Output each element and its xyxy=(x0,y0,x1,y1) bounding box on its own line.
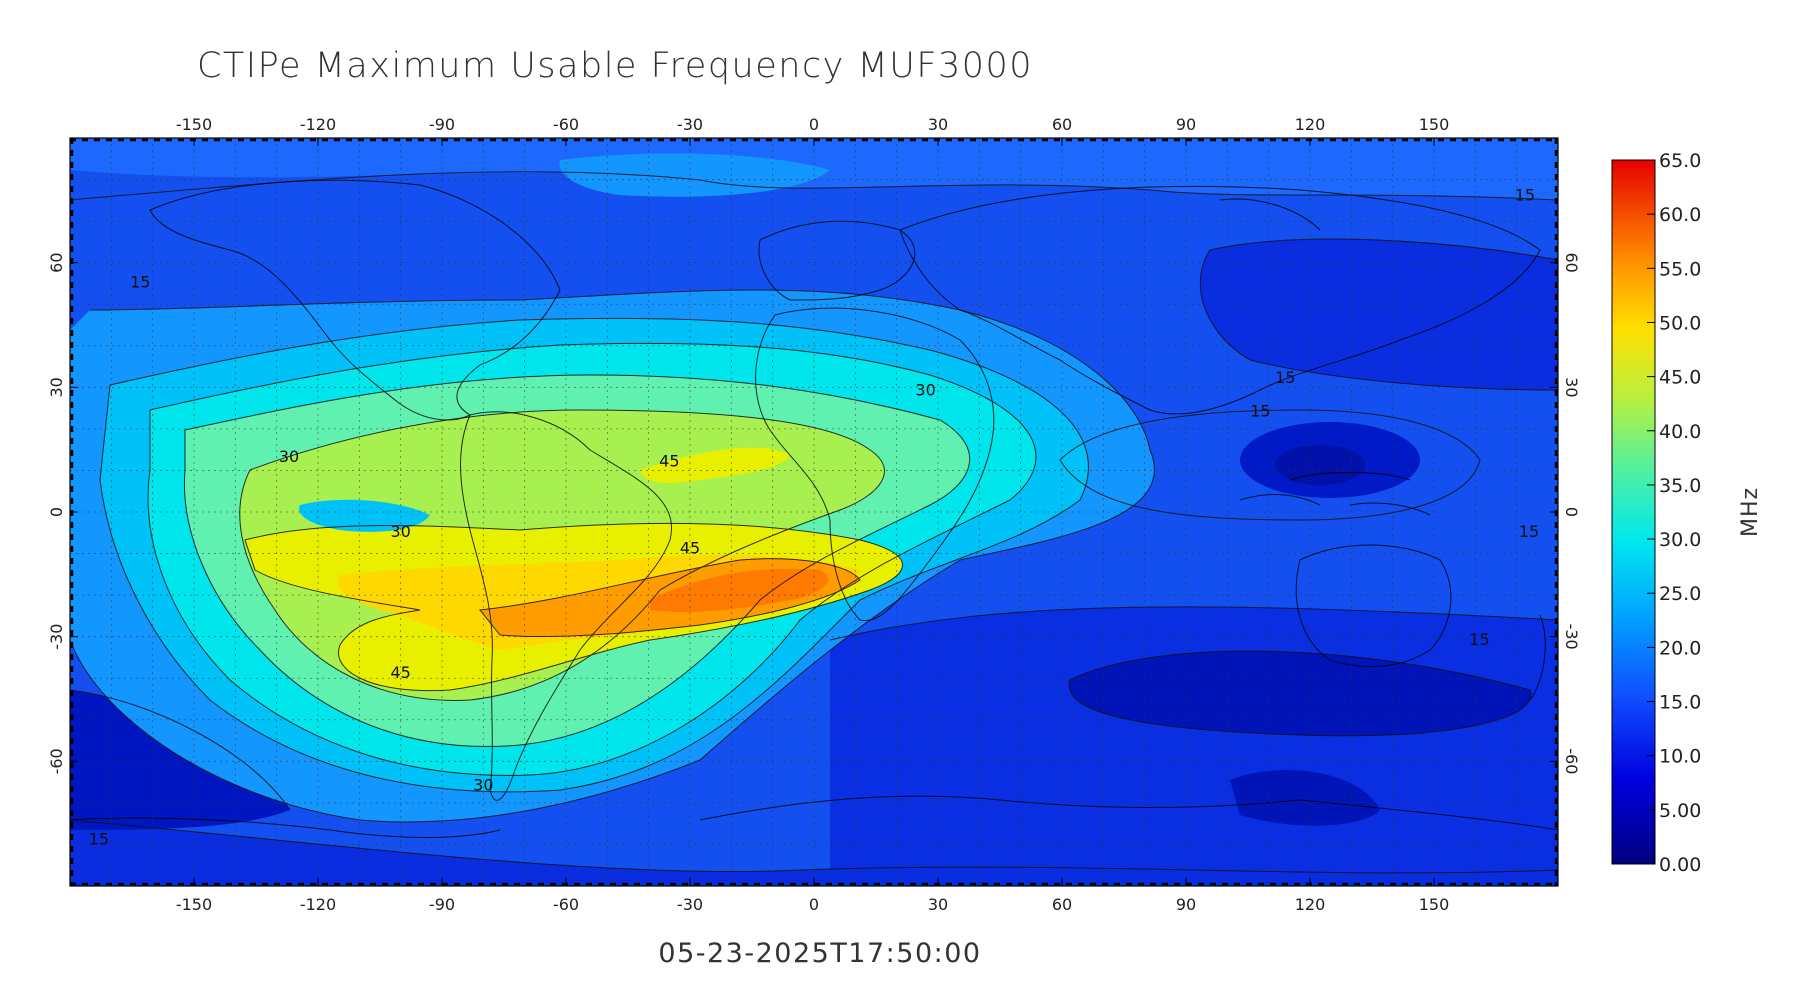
colorbar-unit-label: MHz xyxy=(1738,487,1763,537)
x-tick-label-top: 90 xyxy=(1176,115,1196,134)
contour-label: 15 xyxy=(1515,185,1535,204)
colorbar-tick-label: 0.00 xyxy=(1659,854,1701,876)
contour-labels: 15 30 30 45 45 45 30 30 15 15 15 15 15 15 xyxy=(89,185,1539,848)
x-tick-label-bottom: 120 xyxy=(1295,895,1326,914)
colorbar-tick-label: 40.0 xyxy=(1659,421,1701,443)
y-tick-label-left: -60 xyxy=(47,748,66,774)
x-tick-label-bottom: -30 xyxy=(677,895,703,914)
y-tick-label-left: 60 xyxy=(47,252,66,272)
x-tick-label-bottom: 60 xyxy=(1052,895,1072,914)
contour-label: 30 xyxy=(473,775,493,794)
y-tick-label-left: 30 xyxy=(47,377,66,397)
colorbar-tick-label: 55.0 xyxy=(1659,258,1701,280)
colorbar-tick-label: 25.0 xyxy=(1659,583,1701,605)
x-tick-label-bottom: -120 xyxy=(300,895,336,914)
colorbar-tick-label: 65.0 xyxy=(1659,150,1701,172)
x-tick-label-top: 0 xyxy=(809,115,819,134)
contour-label: 15 xyxy=(1519,522,1539,541)
y-tick-label-right: 30 xyxy=(1562,377,1581,397)
y-tick-label-right: 60 xyxy=(1562,252,1581,272)
timestamp: 05-23-2025T17:50:00 xyxy=(658,938,982,969)
chart-title: CTIPe Maximum Usable Frequency MUF3000 xyxy=(196,46,1034,86)
colorbar-tick-label: 50.0 xyxy=(1659,312,1701,334)
contour-label: 15 xyxy=(89,829,109,848)
contour-label: 15 xyxy=(1469,630,1489,649)
contour-label: 30 xyxy=(915,381,935,400)
contour-label: 45 xyxy=(680,539,700,558)
contour-label: 30 xyxy=(279,447,299,466)
contour-label: 15 xyxy=(1250,401,1270,420)
colorbar: 65.0 60.0 55.0 50.0 45.0 40.0 35.0 30.0 25.0 20.0… xyxy=(1611,150,1763,876)
y-tick-label-right: -60 xyxy=(1562,748,1581,774)
x-tick-label-bottom: 30 xyxy=(928,895,948,914)
colorbar-gradient xyxy=(1611,159,1656,865)
x-tick-label-top: 120 xyxy=(1295,115,1326,134)
y-tick-label-right: -30 xyxy=(1562,624,1581,650)
contour-label: 45 xyxy=(659,451,679,470)
axis-ticks: -150 -150 -120 -120 -90 -90 -60 -60 -30 -30 0 0 30 30… xyxy=(47,115,1581,914)
x-tick-label-bottom: 0 xyxy=(809,895,819,914)
colorbar-tick-label: 10.0 xyxy=(1659,746,1701,768)
x-tick-label-bottom: 90 xyxy=(1176,895,1196,914)
colorbar-tick-label: 60.0 xyxy=(1659,204,1701,226)
x-tick-label-top: -90 xyxy=(429,115,455,134)
x-tick-label-bottom: -60 xyxy=(553,895,579,914)
contour-label: 15 xyxy=(1275,368,1295,387)
x-tick-label-top: -60 xyxy=(553,115,579,134)
y-tick-label-left: -30 xyxy=(47,624,66,650)
colorbar-tick-label: 15.0 xyxy=(1659,692,1701,714)
x-tick-label-top: 150 xyxy=(1419,115,1450,134)
colorbar-tick-label: 20.0 xyxy=(1659,637,1701,659)
y-tick-label-right: 0 xyxy=(1562,507,1581,517)
colorbar-tick-label: 5.00 xyxy=(1659,800,1701,822)
contour-label: 30 xyxy=(390,522,410,541)
colorbar-tick-label: 30.0 xyxy=(1659,529,1701,551)
x-tick-label-bottom: -90 xyxy=(429,895,455,914)
contour-label: 45 xyxy=(390,663,410,682)
x-tick-label-top: -150 xyxy=(176,115,212,134)
x-tick-label-top: 30 xyxy=(928,115,948,134)
colorbar-tick-label: 35.0 xyxy=(1659,475,1701,497)
x-tick-label-top: 60 xyxy=(1052,115,1072,134)
colorbar-tick-label: 45.0 xyxy=(1659,367,1701,389)
x-tick-label-top: -30 xyxy=(677,115,703,134)
muf-contour-field xyxy=(70,138,1558,886)
x-tick-label-bottom: -150 xyxy=(176,895,212,914)
y-tick-label-left: 0 xyxy=(47,507,66,517)
x-tick-label-bottom: 150 xyxy=(1419,895,1450,914)
x-tick-label-top: -120 xyxy=(300,115,336,134)
contour-label: 15 xyxy=(130,273,150,292)
